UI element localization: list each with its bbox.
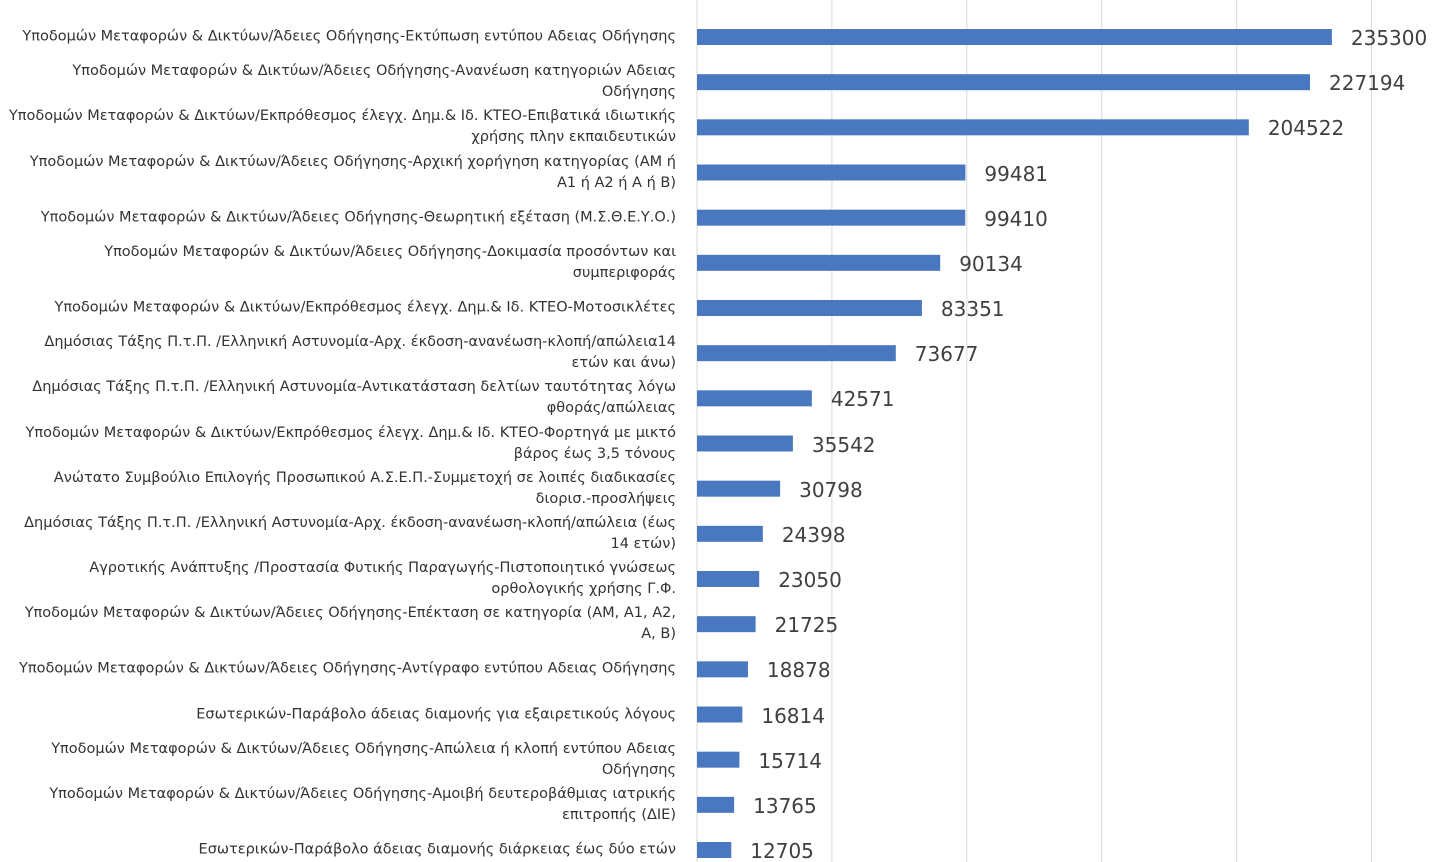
bar xyxy=(697,571,760,587)
bar xyxy=(697,525,763,542)
category-label: Αγροτικής Ανάπτυξης /Προστασία Φυτικής Π… xyxy=(89,560,676,597)
value-label: 12705 xyxy=(750,839,814,862)
category-label: Υποδομών Μεταφορών & Δικτύων/Άδειες Οδήγ… xyxy=(104,243,676,281)
value-label: 90134 xyxy=(959,251,1023,276)
bar xyxy=(697,616,756,633)
category-label: Εσωτερικών-Παράβολο άδειας διαμονής διάρ… xyxy=(198,841,676,858)
value-label: 99410 xyxy=(984,206,1048,231)
category-label: Υποδομών Μεταφορών & Δικτύων/Άδειες Οδήγ… xyxy=(51,740,676,778)
category-label: Εσωτερικών-Παράβολο άδειας διαμονής για … xyxy=(196,706,676,722)
category-label: Υποδομών Μεταφορών & Δικτύων/Εκπρόθεσμος… xyxy=(54,299,676,316)
value-label: 24398 xyxy=(781,522,846,547)
bar xyxy=(697,751,740,768)
bar xyxy=(697,254,941,271)
value-label: 35542 xyxy=(811,432,876,457)
bar xyxy=(697,390,812,407)
bar xyxy=(697,29,1332,45)
bar xyxy=(697,164,966,181)
value-label: 15714 xyxy=(758,748,823,773)
category-label: Υποδομών Μεταφορών & Δικτύων/Άδειες Οδήγ… xyxy=(22,28,676,45)
category-label: Δημόσιας Τάξης Π.τ.Π. /Ελληνική Αστυνομί… xyxy=(44,334,676,372)
category-label: Υποδομών Μεταφορών & Δικτύων/Εκπρόθεσμος… xyxy=(25,424,676,462)
value-label: 13765 xyxy=(753,793,817,818)
bar xyxy=(697,435,793,452)
category-label: Υποδομών Μεταφορών & Δικτύων/Εκπρόθεσμος… xyxy=(8,108,676,146)
value-label: 18878 xyxy=(766,658,831,683)
category-label: Υποδομών Μεταφορών & Δικτύων/Άδειες Οδήγ… xyxy=(49,785,676,823)
bar xyxy=(697,796,735,813)
value-label: 30798 xyxy=(799,477,863,502)
category-label: Υποδομών Μεταφορών & Δικτύων/Άδειες Οδήγ… xyxy=(72,63,676,101)
bar xyxy=(697,480,781,497)
category-label: Ανώτατο Συμβούλιο Επιλογής Προσωπικού Α.… xyxy=(53,469,676,507)
value-label: 204522 xyxy=(1267,116,1345,141)
value-label: 235300 xyxy=(1350,26,1428,50)
category-label: Υποδομών Μεταφορών & Δικτύων/Άδειες Οδήγ… xyxy=(40,209,676,226)
value-label: 42571 xyxy=(830,387,895,412)
value-label: 21725 xyxy=(774,613,839,638)
category-label: Υποδομών Μεταφορών & Δικτύων/Άδειες Οδήγ… xyxy=(19,660,676,677)
bar xyxy=(697,345,896,362)
category-label: Δημόσιας Τάξης Π.τ.Π. /Ελληνική Αστυνομί… xyxy=(32,379,676,417)
value-label: 227194 xyxy=(1329,71,1406,96)
value-label: 23050 xyxy=(778,568,842,592)
value-label: 83351 xyxy=(940,297,1005,321)
value-label: 99481 xyxy=(984,161,1049,186)
category-label: Υποδομών Μεταφορών & Δικτύων/Άδειες Οδήγ… xyxy=(29,153,676,191)
bar xyxy=(697,74,1311,91)
bar xyxy=(697,661,748,678)
bar xyxy=(697,209,966,226)
bar xyxy=(697,119,1249,136)
category-label: Υποδομών Μεταφορών & Δικτύων/Άδειες Οδήγ… xyxy=(24,605,676,643)
value-label: 73677 xyxy=(914,342,979,367)
bar xyxy=(697,842,732,858)
value-label: 16814 xyxy=(761,703,825,728)
bar xyxy=(697,706,743,723)
bar xyxy=(697,300,922,316)
category-label: Δημόσιας Τάξης Π.τ.Π. /Ελληνική Αστυνομί… xyxy=(24,514,676,552)
